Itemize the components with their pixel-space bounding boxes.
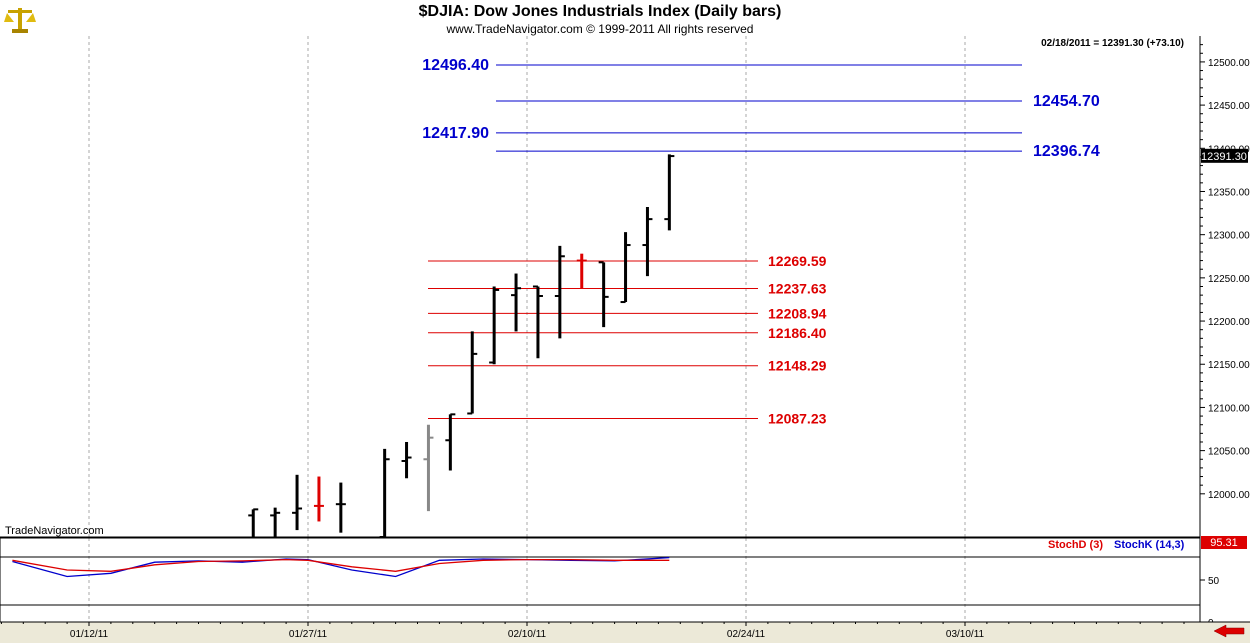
price-axis-tick-label: 12500.00	[1208, 58, 1250, 69]
stochk-legend: StochK (14,3)	[1114, 539, 1185, 551]
ohlc-bar	[576, 253, 587, 289]
price-axis-tick-label: 12150.00	[1208, 360, 1250, 371]
ohlc-bar	[532, 285, 543, 359]
ohlc-bar	[313, 476, 324, 522]
price-axis-tick-label: 12300.00	[1208, 231, 1250, 242]
ohlc-bar	[270, 507, 281, 537]
axes: 05012000.0012050.0012100.0012150.0012200…	[0, 36, 1250, 643]
level-label: 12269.59	[768, 253, 827, 269]
level-label: 12417.90	[422, 125, 489, 142]
level-label: 12396.74	[1033, 143, 1100, 160]
level-label: 12496.40	[422, 57, 489, 74]
price-axis-tick-label: 12450.00	[1208, 101, 1250, 112]
price-axis-tick-label: 12100.00	[1208, 403, 1250, 414]
ohlc-bar	[642, 207, 653, 277]
price-bars	[248, 154, 675, 538]
scale-logo-icon	[4, 8, 36, 33]
ohlc-bar	[554, 245, 565, 339]
scroll-left-arrow-icon	[1213, 624, 1245, 638]
ohlc-bar	[292, 474, 303, 531]
ohlc-bar	[248, 508, 259, 537]
date-axis-tick-label: 02/10/11	[508, 629, 547, 640]
ohlc-bar	[489, 286, 500, 365]
watermark-text: TradeNavigator.com	[5, 525, 104, 537]
last-bar-info: 02/18/2011 = 12391.30 (+73.10)	[1041, 38, 1184, 49]
ohlc-bar	[511, 273, 522, 332]
price-axis-tick-label: 12250.00	[1208, 274, 1250, 285]
ohlc-bar	[335, 482, 346, 533]
stochastic-panel: StochD (3) StochK (14,3) 95.31	[0, 536, 1247, 623]
ohlc-bar	[467, 331, 478, 415]
price-axis-tick-label: 12000.00	[1208, 490, 1250, 501]
stoch-last-value: 95.31	[1210, 537, 1238, 549]
ohlc-bar	[445, 413, 456, 471]
chart-labels: 12496.40 12454.70 12417.90 12396.74 12269.59…	[5, 38, 1184, 537]
stochd-legend: StochD (3)	[1048, 539, 1103, 551]
price-axis-tick-label: 12350.00	[1208, 187, 1250, 198]
chart-title: $DJIA: Dow Jones Industrials Index (Dail…	[418, 3, 782, 20]
level-label: 12087.23	[768, 410, 827, 426]
level-label: 12208.94	[768, 305, 827, 321]
ohlc-bar	[401, 441, 412, 479]
level-label: 12454.70	[1033, 93, 1100, 110]
ohlc-bar	[423, 424, 434, 512]
level-label: 12148.29	[768, 358, 827, 374]
level-lines	[428, 64, 1022, 419]
chart-subtitle: www.TradeNavigator.com © 1999-2011 All r…	[446, 22, 754, 36]
last-price-label: 12391.30	[1201, 151, 1247, 163]
last-price-box	[1201, 148, 1248, 163]
price-axis-tick-label: 12050.00	[1208, 447, 1250, 458]
price-axis-tick-label: 12200.00	[1208, 317, 1250, 328]
ohlc-bar	[620, 232, 631, 304]
ohlc-bar	[664, 154, 675, 231]
level-label: 12186.40	[768, 325, 827, 341]
stoch-axis-tick-label: 50	[1208, 576, 1220, 587]
stoch-last-value-box	[1201, 536, 1247, 549]
ohlc-bar	[598, 261, 609, 328]
date-axis-tick-label: 02/24/11	[727, 629, 766, 640]
stochd-line	[12, 558, 670, 572]
date-axis-tick-label: 01/12/11	[70, 629, 109, 640]
price-grid	[88, 36, 966, 622]
date-axis-tick-label: 01/27/11	[289, 629, 328, 640]
date-axis-strip	[0, 622, 1250, 643]
level-label: 12237.63	[768, 281, 827, 297]
date-axis-tick-label: 03/10/11	[946, 629, 985, 640]
